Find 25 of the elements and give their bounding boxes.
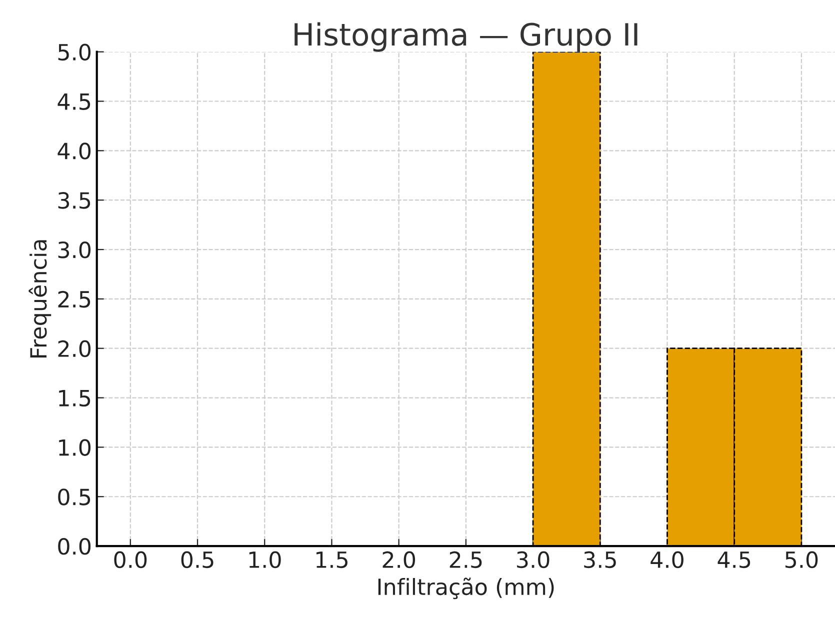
- y-tick-label: 2.0: [58, 340, 91, 358]
- y-tick-label: 1.0: [59, 439, 91, 456]
- x-tick-label: 2.0: [382, 551, 416, 568]
- y-tick-label: 3.5: [58, 192, 90, 209]
- x-tick-label: 1.5: [316, 552, 348, 568]
- y-tick-label: 5.0: [58, 44, 91, 61]
- x-tick-label: 5.0: [785, 551, 818, 568]
- y-tick-label: 0.0: [58, 538, 91, 555]
- y-tick-label: 2.5: [58, 290, 90, 308]
- y-tick-label: 1.5: [59, 390, 90, 407]
- x-tick-label: 3.5: [584, 551, 616, 568]
- y-tick-label: 4.5: [58, 93, 90, 110]
- x-tick-label: 1.0: [249, 551, 281, 568]
- x-tick-label: 4.5: [718, 552, 750, 568]
- x-tick-label: 3.0: [517, 551, 550, 568]
- chart-title: Histograma — Grupo II: [294, 22, 638, 52]
- x-tick-label: 4.0: [650, 551, 684, 568]
- x-axis-title: Infiltração (mm): [378, 578, 554, 600]
- y-axis-title: Frequência: [28, 240, 52, 358]
- y-tick-label: 3.0: [58, 241, 91, 258]
- x-tick-label: 0.0: [114, 551, 147, 568]
- y-tick-label: 4.0: [58, 142, 91, 160]
- x-tick-label: 2.5: [450, 551, 482, 568]
- y-tick-label: 0.5: [58, 488, 90, 506]
- x-tick-label: 0.5: [181, 551, 214, 568]
